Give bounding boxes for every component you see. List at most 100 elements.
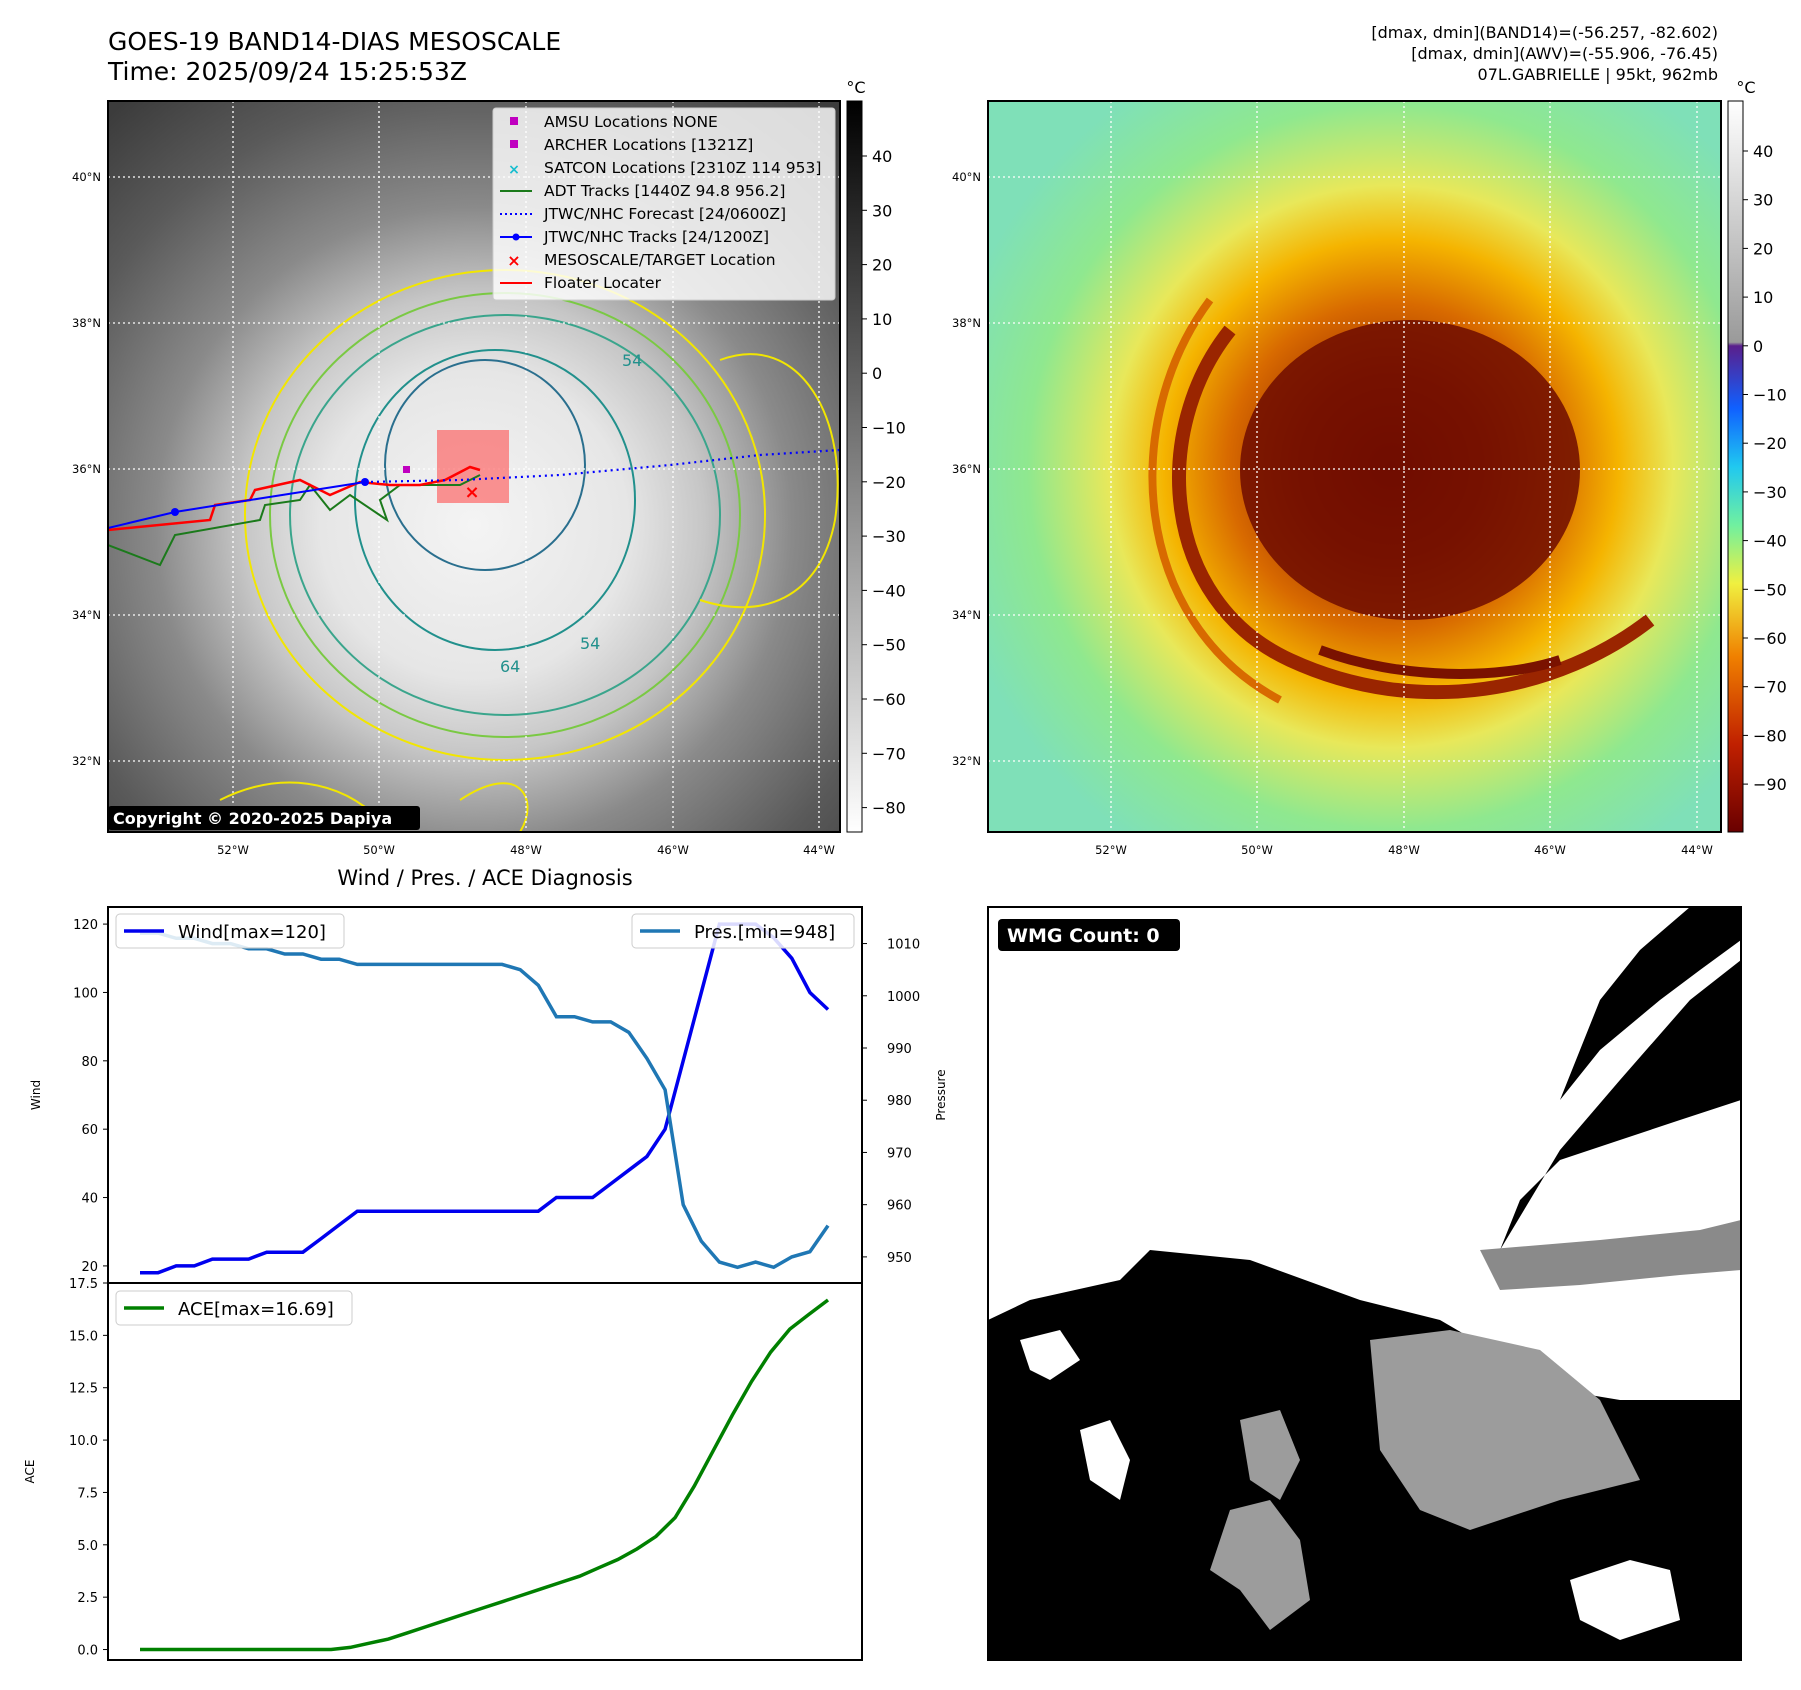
figure-time: Time: 2025/09/24 15:25:53Z: [107, 57, 467, 86]
ir-colorbar: °C 40 30 20 10 0 −10 −20 −30 −40 −50 −60 −70 −80: [846, 78, 906, 833]
legend-label-floater: Floater Locater: [544, 274, 662, 292]
legend-marker-satcon: ×: [508, 162, 520, 178]
ir-colorbar-tick-label: −20: [872, 473, 906, 492]
ir-colorbar-tick-label: 20: [872, 256, 892, 275]
wind-legend-box: [115, 913, 345, 949]
wind-legend-label: Wind[max=120]: [178, 922, 326, 943]
awv-map: 52°W 50°W 48°W 46°W 44°W 40°N 38°N 36°N …: [952, 100, 1722, 857]
ir-lat-tick: 32°N: [72, 754, 101, 768]
ir-lat-tick: 34°N: [72, 608, 101, 622]
awv-colorbar-tick-label: −70: [1753, 678, 1787, 697]
jtwc-track-line: [108, 481, 366, 529]
legend-label-archer: ARCHER Locations [1321Z]: [544, 136, 753, 154]
ir-lon-tick: 48°W: [510, 843, 542, 857]
pressure-legend-label: Pres.[min=948]: [694, 922, 835, 943]
jtwc-track-point: [171, 508, 179, 516]
ir-lon-tick: 46°W: [657, 843, 689, 857]
awv-lat-tick: 40°N: [952, 170, 981, 184]
ace-legend-box: [115, 1290, 353, 1326]
legend-label-jtwc-forecast: JTWC/NHC Forecast [24/0600Z]: [543, 205, 786, 223]
ir-lon-tick: 44°W: [803, 843, 835, 857]
pressure-ytick-label: 950: [887, 1251, 912, 1266]
awv-colorbar-tick-label: −90: [1753, 775, 1787, 794]
info-awv: [dmax, dmin](AWV)=(-55.906, -76.45): [1411, 44, 1718, 63]
awv-colorbar-tick-label: −10: [1753, 386, 1787, 405]
awv-colorbar-tick-label: 30: [1753, 191, 1773, 210]
ace-ytick-label: 12.5: [69, 1382, 98, 1397]
ace-ytick-label: 17.5: [69, 1277, 98, 1292]
wmg-region: [1500, 960, 1741, 1250]
awv-band: [1318, 645, 1562, 679]
awv-colorbar-tick-label: −50: [1753, 580, 1787, 599]
wmg-region: [1570, 1560, 1680, 1640]
awv-lon-tick: 44°W: [1681, 843, 1713, 857]
ir-contour: [354, 349, 636, 651]
wind-axis-label: Wind: [29, 1080, 43, 1110]
ir-colorbar-tick-label: 10: [872, 310, 892, 329]
wmg-region: [1480, 1220, 1741, 1290]
ir-legend: AMSU Locations NONE ARCHER Locations [13…: [492, 107, 836, 301]
awv-colorbar-tick-label: −30: [1753, 483, 1787, 502]
legend-marker-jtwc-tracks-dot: [512, 233, 520, 241]
awv-lat-tick: 34°N: [952, 608, 981, 622]
ace-ytick-label: 10.0: [69, 1434, 98, 1449]
ir-map: 54 54 64 ×: [72, 100, 841, 857]
awv-colorbar-tick-label: 40: [1753, 142, 1773, 161]
ir-colorbar-unit: °C: [846, 78, 865, 97]
awv-colorbar: °C 40 30 20 10 0 −10 −20 −30 −40 −50 −60 −70 −80 −90: [1727, 78, 1787, 833]
ace-ytick-label: 0.0: [77, 1644, 98, 1659]
wind-ytick-label: 60: [81, 1123, 98, 1138]
awv-band: [1240, 320, 1580, 620]
wmg-count-label: WMG Count: 0: [1007, 925, 1160, 947]
wind-ytick-label: 20: [81, 1260, 98, 1275]
ir-colorbar-tick-label: −40: [872, 581, 906, 600]
ace-series-line: [140, 1298, 830, 1652]
ace-ytick-label: 5.0: [77, 1539, 98, 1554]
awv-colorbar-tick-label: −20: [1753, 434, 1787, 453]
wmg-region: [1240, 1410, 1300, 1500]
wind-ytick-label: 100: [73, 986, 98, 1001]
pressure-ytick-label: 970: [887, 1146, 912, 1161]
pressure-ytick-label: 1010: [887, 938, 920, 953]
ace-axis-label: ACE: [23, 1460, 37, 1484]
ir-colorbar-tick-label: −10: [872, 419, 906, 438]
awv-lat-tick: 32°N: [952, 754, 981, 768]
legend-label-jtwc-tracks: JTWC/NHC Tracks [24/1200Z]: [543, 228, 769, 246]
jtwc-track-point: [361, 478, 369, 486]
mesoscale-target-marker: ×: [464, 482, 479, 503]
wmg-region: [1020, 1330, 1080, 1380]
wmg-region: [1560, 907, 1741, 1100]
pressure-legend-box: [631, 913, 855, 949]
info-storm: 07L.GABRIELLE | 95kt, 962mb: [1478, 65, 1718, 84]
pressure-ytick-label: 1000: [887, 990, 920, 1005]
info-band14: [dmax, dmin](BAND14)=(-56.257, -82.602): [1371, 23, 1718, 42]
ir-contour-label: 64: [500, 657, 520, 676]
ace-panel-frame: [107, 1282, 863, 1661]
awv-colorbar-tick-label: 10: [1753, 288, 1773, 307]
wind-series-line: [140, 922, 830, 1275]
mesoscale-target-box: [437, 430, 509, 503]
legend-marker-amsu: [510, 117, 518, 125]
diagnosis-title: Wind / Pres. / ACE Diagnosis: [337, 866, 632, 890]
pressure-axis-label: Pressure: [934, 1069, 948, 1120]
ace-ytick-label: 7.5: [77, 1486, 98, 1501]
awv-band: [1172, 325, 1655, 700]
ir-contour-label: 54: [580, 634, 600, 653]
pressure-ytick-label: 980: [887, 1094, 912, 1109]
ace-legend-label: ACE[max=16.69]: [178, 1299, 334, 1320]
awv-lon-tick: 52°W: [1095, 843, 1127, 857]
ir-colorbar-tick-label: −70: [872, 744, 906, 763]
pressure-ytick-label: 990: [887, 1042, 912, 1057]
ir-contour: [289, 314, 721, 716]
ir-colorbar-gradient: [846, 100, 863, 833]
ir-map-frame: [107, 100, 841, 833]
ir-lat-tick: 40°N: [72, 170, 101, 184]
ir-colorbar-tick-label: 40: [872, 147, 892, 166]
legend-label-satcon: SATCON Locations [2310Z 114 953]: [544, 159, 821, 177]
wmg-region: [1210, 1500, 1310, 1630]
ir-contour: [699, 353, 839, 609]
ace-panel: 0.0 2.5 5.0 7.5 10.0 12.5 15.0 17.5 ACE ACE[max=1…: [23, 1277, 863, 1661]
awv-colorbar-gradient: [1727, 100, 1744, 833]
pressure-series-line: [140, 931, 830, 1270]
